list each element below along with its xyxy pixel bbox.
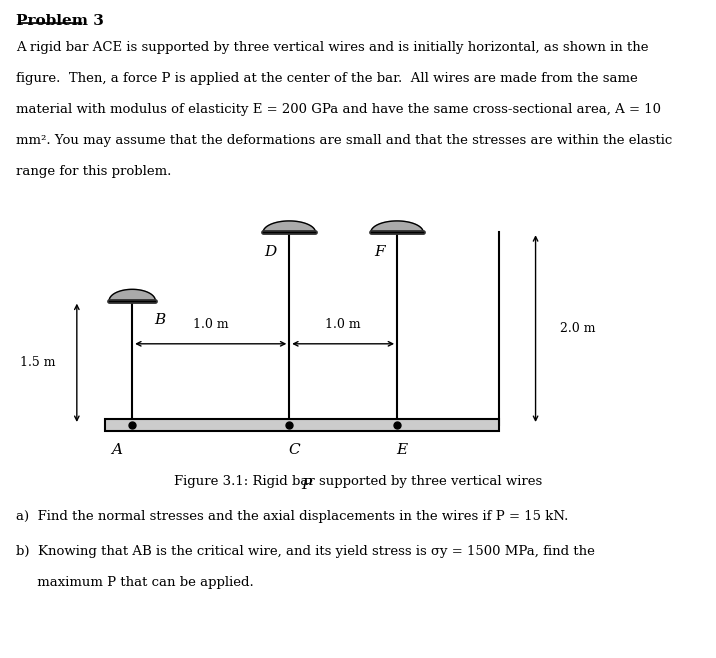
- Text: B: B: [154, 313, 165, 328]
- Polygon shape: [263, 221, 316, 232]
- Text: C: C: [289, 443, 300, 457]
- Polygon shape: [371, 221, 423, 232]
- Text: range for this problem.: range for this problem.: [16, 165, 171, 178]
- Text: Problem 3: Problem 3: [16, 14, 104, 28]
- Text: 1.5 m: 1.5 m: [20, 356, 55, 369]
- Text: D: D: [265, 245, 277, 259]
- Text: 1.0 m: 1.0 m: [325, 318, 361, 331]
- Text: 2.0 m: 2.0 m: [560, 322, 596, 335]
- Text: maximum P that can be applied.: maximum P that can be applied.: [16, 576, 253, 589]
- Text: Figure 3.1: Rigid bar supported by three vertical wires: Figure 3.1: Rigid bar supported by three…: [174, 475, 542, 488]
- Text: E: E: [397, 443, 407, 457]
- Polygon shape: [109, 290, 155, 301]
- Text: P: P: [301, 478, 312, 492]
- Text: a)  Find the normal stresses and the axial displacements in the wires if P = 15 : a) Find the normal stresses and the axia…: [16, 510, 568, 523]
- Text: 1.0 m: 1.0 m: [193, 318, 228, 331]
- Text: A: A: [112, 443, 122, 457]
- Text: figure.  Then, a force P is applied at the center of the bar.  All wires are mad: figure. Then, a force P is applied at th…: [16, 72, 637, 86]
- Text: F: F: [374, 245, 384, 259]
- Text: mm². You may assume that the deformations are small and that the stresses are wi: mm². You may assume that the deformation…: [16, 134, 672, 147]
- Text: b)  Knowing that AB is the critical wire, and its yield stress is σy = 1500 MPa,: b) Knowing that AB is the critical wire,…: [16, 545, 594, 558]
- Text: A rigid bar ACE is supported by three vertical wires and is initially horizontal: A rigid bar ACE is supported by three ve…: [16, 41, 648, 55]
- FancyBboxPatch shape: [105, 419, 498, 430]
- Text: material with modulus of elasticity E = 200 GPa and have the same cross-sectiona: material with modulus of elasticity E = …: [16, 103, 661, 116]
